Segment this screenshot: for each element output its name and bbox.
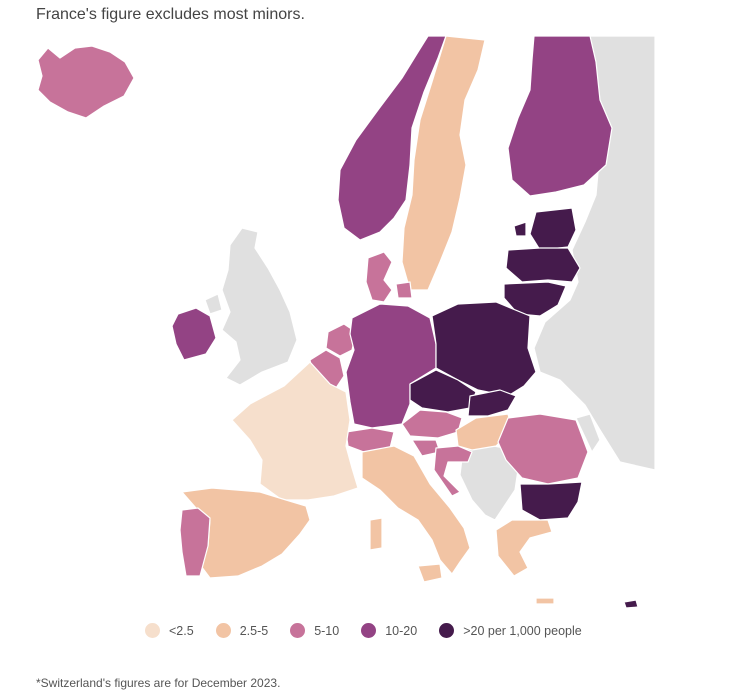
country-moldova bbox=[575, 413, 601, 453]
country-estonia bbox=[529, 207, 577, 251]
country-romania bbox=[497, 413, 589, 485]
country-croatia bbox=[433, 445, 473, 497]
legend-item-5-10: 5-10 bbox=[290, 623, 339, 638]
europe-choropleth-map bbox=[37, 35, 656, 609]
legend-swatch bbox=[361, 623, 377, 638]
country-austria bbox=[401, 409, 463, 439]
country-uk bbox=[221, 227, 298, 386]
country-latvia bbox=[505, 247, 581, 283]
country-iceland bbox=[37, 45, 135, 119]
legend-label: 2.5-5 bbox=[239, 623, 269, 638]
country-sweden bbox=[401, 35, 486, 291]
legend-swatch bbox=[145, 623, 160, 638]
legend-label: 5-10 bbox=[314, 623, 340, 638]
legend-swatch bbox=[215, 623, 231, 638]
country-cyprus bbox=[623, 599, 639, 609]
legend-label: 10-20 bbox=[385, 623, 418, 638]
country-lithuania bbox=[503, 281, 567, 317]
legend-item-10-20: 10-20 bbox=[361, 623, 417, 638]
country-greece bbox=[495, 519, 553, 577]
country-sardinia bbox=[369, 517, 383, 551]
country-northern-ireland bbox=[204, 293, 223, 315]
country-norway bbox=[337, 35, 447, 241]
country-poland bbox=[431, 301, 537, 397]
country-portugal bbox=[179, 507, 211, 577]
country-crete bbox=[535, 597, 555, 605]
map-subtitle: France's figure excludes most minors. bbox=[36, 6, 305, 23]
country-bulgaria bbox=[519, 481, 583, 521]
footnote: *Switzerland's figures are for December … bbox=[36, 676, 281, 690]
legend-item-lt-2-5: <2.5 bbox=[145, 623, 194, 638]
country-sicily bbox=[417, 563, 443, 583]
country-finland bbox=[507, 35, 613, 197]
country-ireland bbox=[171, 307, 217, 361]
country-slovakia bbox=[467, 389, 517, 417]
legend-swatch bbox=[290, 623, 306, 638]
legend-item-gt-20: >20 per 1,000 people bbox=[439, 623, 582, 638]
country-germany bbox=[345, 303, 437, 429]
legend-label: >20 per 1,000 people bbox=[463, 623, 582, 638]
country-france bbox=[231, 361, 359, 501]
legend-item-2-5-5: 2.5-5 bbox=[215, 623, 269, 638]
country-zealand bbox=[395, 281, 413, 299]
country-italy bbox=[361, 445, 471, 575]
legend-swatch bbox=[439, 623, 455, 638]
country-saaremaa-island bbox=[513, 221, 527, 237]
region-western-balkans bbox=[459, 443, 519, 521]
country-denmark bbox=[365, 251, 393, 303]
legend-label: <2.5 bbox=[169, 623, 194, 638]
country-netherlands bbox=[325, 323, 357, 357]
map-legend: <2.5 2.5-5 5-10 10-20 >20 per 1,000 peop… bbox=[145, 623, 582, 638]
